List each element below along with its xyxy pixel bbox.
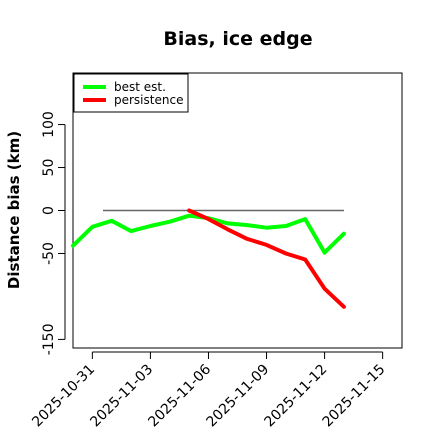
y-tick-label: 50 bbox=[41, 159, 57, 177]
legend-label: persistence bbox=[114, 93, 183, 107]
series-line-persistence bbox=[187, 208, 346, 309]
y-tick-label: -50 bbox=[41, 242, 57, 265]
x-tick-label: 2025-11-15 bbox=[320, 362, 389, 431]
legend-box bbox=[73, 73, 189, 113]
x-axis: 2025-10-312025-11-032025-11-062025-11-09… bbox=[29, 351, 389, 431]
legend: best est.persistence bbox=[73, 73, 189, 113]
y-axis: -150 -50 0 50 100 bbox=[41, 111, 66, 356]
plot-frame bbox=[72, 72, 403, 349]
y-axis-label: Distance bias (km) bbox=[5, 131, 23, 289]
y-tick-label: 100 bbox=[41, 111, 57, 138]
legend-label: best est. bbox=[114, 80, 166, 94]
chart-title: Bias, ice edge bbox=[163, 28, 312, 50]
y-tick-label: 0 bbox=[41, 206, 57, 215]
y-tick-label: -150 bbox=[41, 324, 57, 356]
